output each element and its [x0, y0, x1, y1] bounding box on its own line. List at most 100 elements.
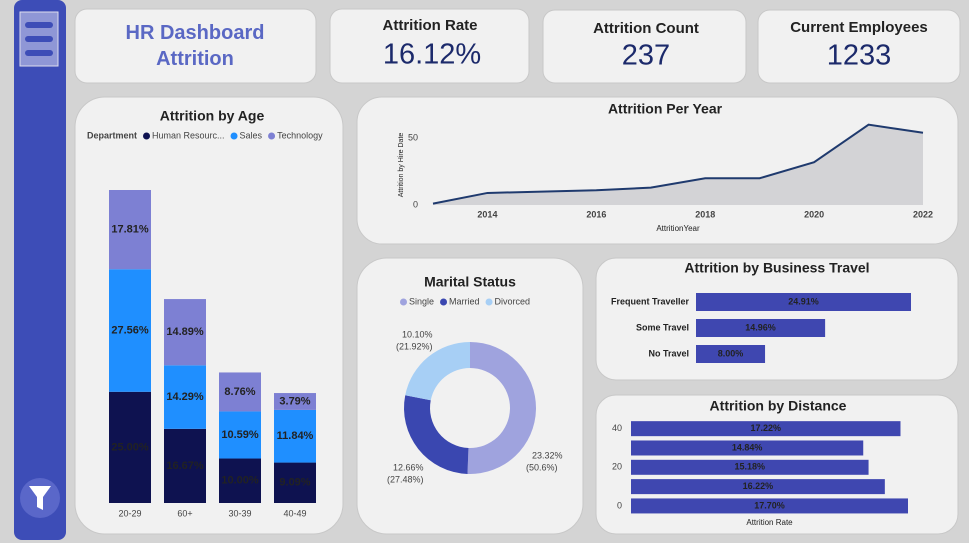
bar	[696, 293, 911, 311]
data-label: 14.84%	[732, 442, 763, 452]
kpi-value: 16.12%	[383, 39, 481, 71]
kpi-label: Attrition Rate	[383, 17, 478, 34]
chart-card	[356, 96, 959, 245]
data-label: 17.70%	[754, 500, 785, 510]
bar	[631, 479, 885, 495]
data-label: 8.76%	[224, 386, 255, 398]
data-label: (21.92%)	[396, 341, 433, 351]
legend-label: Married	[449, 296, 480, 306]
data-label: 11.84%	[277, 430, 314, 442]
y-tick-label: 0	[413, 199, 418, 209]
sidebar	[14, 0, 66, 540]
x-tick-label: 2020	[804, 209, 824, 219]
bar-segment	[274, 409, 316, 463]
x-tick-label: 2022	[913, 209, 933, 219]
data-label: 10.10%	[402, 329, 433, 339]
data-label: 17.22%	[750, 423, 781, 433]
bar-segment	[219, 372, 261, 412]
data-label: 27.56%	[111, 324, 149, 336]
bar-segment	[274, 462, 316, 503]
data-label: 14.29%	[166, 391, 204, 403]
legend-title: Department	[87, 130, 137, 140]
data-label: (27.48%)	[387, 474, 424, 484]
donut-slice	[405, 342, 470, 401]
y-tick-label: 50	[408, 132, 418, 142]
data-label: 17.81%	[111, 224, 149, 236]
bar-segment	[164, 365, 206, 429]
y-tick-label: Frequent Traveller	[611, 296, 690, 306]
kpi-card	[329, 8, 530, 84]
menu-line	[25, 50, 53, 56]
kpi-label: Current Employees	[790, 19, 928, 36]
bar-segment	[274, 393, 316, 410]
bar	[631, 421, 901, 437]
x-axis-label: Attrition Rate	[746, 518, 793, 527]
title-card	[74, 8, 317, 84]
donut-slice	[404, 395, 469, 474]
bar	[631, 440, 864, 456]
area-fill	[433, 124, 923, 205]
kpi-card	[542, 9, 747, 84]
y-tick-label: 0	[617, 500, 622, 510]
data-label: 24.91%	[788, 296, 819, 306]
y-tick-label: Some Travel	[636, 322, 689, 332]
chart-title: Attrition by Distance	[710, 398, 847, 414]
x-tick-label: 40-49	[283, 508, 306, 518]
filter-icon	[29, 486, 51, 510]
data-label: 14.89%	[166, 326, 204, 338]
data-label: 15.18%	[735, 462, 766, 472]
bar-segment	[109, 190, 151, 270]
kpi-value: 1233	[827, 40, 892, 72]
data-label: 3.79%	[279, 395, 310, 407]
menu-line	[25, 36, 53, 42]
data-label: 8.00%	[718, 348, 744, 358]
bar	[631, 459, 869, 475]
legend-label: Technology	[277, 130, 323, 140]
x-axis-label: AttritionYear	[656, 224, 700, 233]
legend-label: Single	[409, 296, 434, 306]
bar	[696, 319, 826, 337]
legend-marker	[400, 298, 407, 306]
x-tick-label: 2018	[695, 209, 715, 219]
chart-title: Marital Status	[424, 274, 516, 290]
y-tick-label: 40	[612, 423, 622, 433]
legend-marker	[485, 298, 493, 306]
x-tick-label: 20-29	[118, 508, 141, 518]
kpi-label: Attrition Count	[593, 20, 699, 37]
x-tick-label: 2016	[586, 209, 606, 219]
x-tick-label: 30-39	[228, 508, 251, 518]
data-label: 23.32%	[532, 450, 563, 460]
legend-marker	[268, 132, 276, 140]
legend-marker	[143, 132, 151, 140]
y-tick-label: No Travel	[648, 348, 689, 358]
legend-marker	[440, 298, 448, 306]
donut-slice	[467, 342, 536, 474]
legend-label: Sales	[240, 130, 263, 140]
data-label: 10.00%	[221, 475, 259, 487]
dashboard-title: HR Dashboard Attrition	[125, 22, 265, 70]
x-tick-label: 60+	[177, 508, 192, 518]
data-label: (50.6%)	[526, 462, 558, 472]
bar-segment	[164, 299, 206, 366]
data-label: 9.09%	[279, 477, 310, 489]
line	[432, 123, 924, 205]
kpi-value: 237	[622, 40, 670, 72]
bar-segment	[109, 391, 151, 503]
kpi-card	[757, 9, 961, 84]
data-label: 16.67%	[166, 460, 204, 472]
chart-card	[356, 257, 584, 535]
legend-label: Divorced	[495, 296, 531, 306]
y-axis-label: Attrition by Hire Date	[398, 133, 405, 198]
data-label: 16.22%	[743, 481, 774, 491]
chart-title: Attrition by Business Travel	[684, 260, 869, 276]
bar-segment	[219, 458, 261, 503]
bar	[696, 345, 766, 363]
data-label: 25.00%	[111, 441, 149, 453]
bar-segment	[109, 269, 151, 392]
x-tick-label: 2014	[477, 209, 497, 219]
data-label: 14.96%	[745, 322, 776, 332]
y-tick-label: 20	[612, 462, 622, 472]
legend-label: Human Resourc...	[152, 130, 225, 140]
